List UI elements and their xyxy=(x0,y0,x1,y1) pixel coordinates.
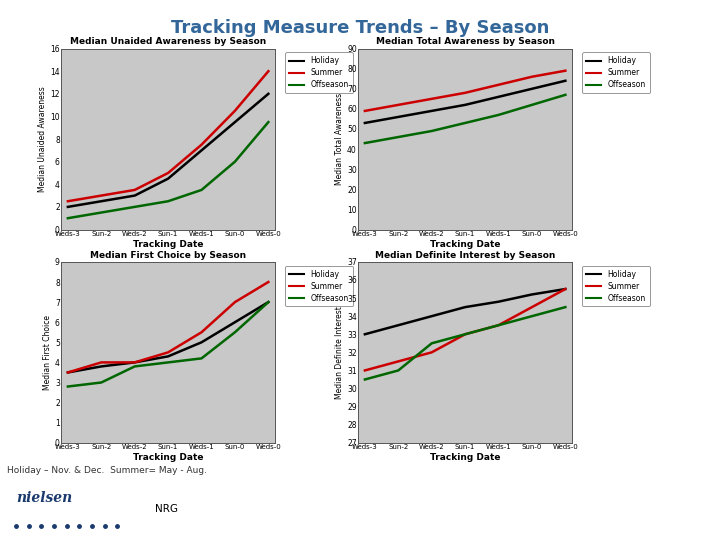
Text: Confidential & Proprietary
Copyright © 2012 The Nielsen Company: Confidential & Proprietary Copyright © 2… xyxy=(581,512,709,524)
Text: ●: ● xyxy=(434,495,443,505)
Title: Median Definite Interest by Season: Median Definite Interest by Season xyxy=(375,251,555,260)
Legend: Holiday, Summer, Offseason: Holiday, Summer, Offseason xyxy=(582,52,649,93)
X-axis label: Tracking Date: Tracking Date xyxy=(430,453,500,462)
Legend: Holiday, Summer, Offseason: Holiday, Summer, Offseason xyxy=(582,266,649,307)
Y-axis label: Median Unaided Awareness: Median Unaided Awareness xyxy=(38,86,48,192)
X-axis label: Tracking Date: Tracking Date xyxy=(133,240,203,248)
Title: Median Unaided Awareness by Season: Median Unaided Awareness by Season xyxy=(70,37,266,46)
Text: ●: ● xyxy=(529,495,538,505)
Text: ●: ● xyxy=(466,495,474,505)
Title: Median Total Awareness by Season: Median Total Awareness by Season xyxy=(376,37,554,46)
Y-axis label: Median Definite Interest: Median Definite Interest xyxy=(336,306,344,399)
Text: ●: ● xyxy=(402,495,411,505)
Legend: Holiday, Summer, Offseason: Holiday, Summer, Offseason xyxy=(285,52,353,93)
Text: NRG: NRG xyxy=(155,504,178,514)
Y-axis label: Median First Choice: Median First Choice xyxy=(43,315,52,390)
Text: Tracking Measure Trends – By Season: Tracking Measure Trends – By Season xyxy=(171,19,549,37)
Y-axis label: Median Total Awareness: Median Total Awareness xyxy=(336,93,344,185)
Text: ●: ● xyxy=(561,495,570,505)
Text: ●: ● xyxy=(656,495,665,505)
Text: ●: ● xyxy=(593,495,601,505)
Title: Median First Choice by Season: Median First Choice by Season xyxy=(90,251,246,260)
Text: ●: ● xyxy=(688,495,696,505)
Text: nielsen: nielsen xyxy=(16,491,72,505)
Text: ●: ● xyxy=(624,495,633,505)
Text: Holiday – Nov. & Dec.  Summer= May - Aug.: Holiday – Nov. & Dec. Summer= May - Aug. xyxy=(7,466,207,475)
X-axis label: Tracking Date: Tracking Date xyxy=(430,240,500,248)
X-axis label: Tracking Date: Tracking Date xyxy=(133,453,203,462)
Legend: Holiday, Summer, Offseason: Holiday, Summer, Offseason xyxy=(285,266,353,307)
Text: ●: ● xyxy=(498,495,506,505)
